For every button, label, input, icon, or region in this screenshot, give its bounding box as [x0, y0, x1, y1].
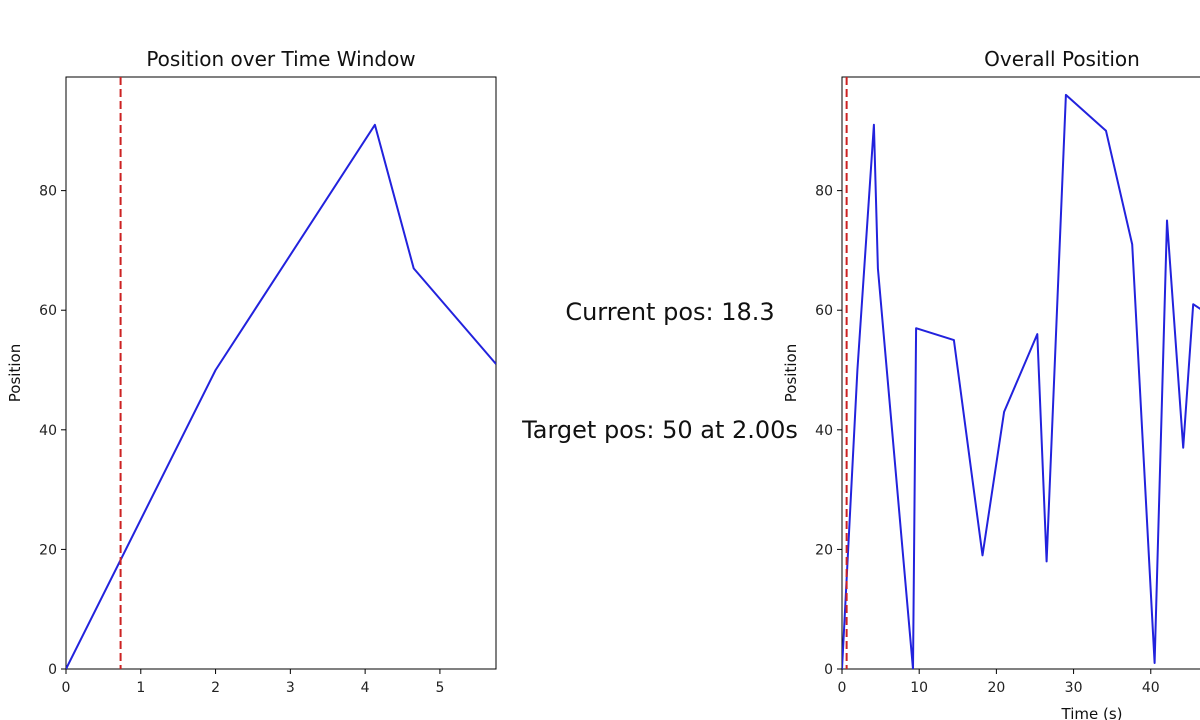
y-tick-label: 20: [39, 542, 57, 558]
x-tick-label: 30: [1065, 680, 1083, 696]
x-tick-label: 2: [211, 680, 220, 696]
axes-frame: [65, 76, 497, 670]
y-tick-label: 0: [48, 662, 57, 678]
y-tick-label: 20: [815, 542, 833, 558]
x-tick-label: 0: [62, 680, 71, 696]
y-axis-label: Position: [782, 344, 800, 402]
x-tick-label: 3: [286, 680, 295, 696]
x-tick-label: 1: [136, 680, 145, 696]
series-line: [842, 93, 1200, 669]
current-position-label: Current pos: 18.3: [565, 298, 774, 326]
chart-overall-position: Overall Position02040608001020304050Posi…: [782, 47, 1200, 720]
y-axis-label: Position: [6, 344, 24, 402]
plot-area: [842, 77, 1200, 669]
chart-title: Position over Time Window: [146, 47, 415, 71]
x-axis-label: Time (s): [1061, 705, 1123, 720]
y-tick-label: 60: [815, 303, 833, 319]
y-tick-label: 80: [815, 184, 833, 200]
y-tick-label: 80: [39, 184, 57, 200]
y-tick-label: 40: [39, 423, 57, 439]
axes-frame: [841, 76, 1200, 670]
chart-title: Overall Position: [984, 47, 1140, 71]
y-tick-label: 0: [824, 662, 833, 678]
plot-area: [66, 77, 496, 669]
series-line: [66, 123, 496, 669]
x-tick-label: 0: [838, 680, 847, 696]
chart-position-window: Position over Time Window 0 20 40 60 80 0 1 2 3 4 5…: [6, 47, 497, 696]
x-tick-label: 10: [910, 680, 928, 696]
y-tick-label: 40: [815, 423, 833, 439]
x-tick-label: 40: [1142, 680, 1160, 696]
x-tick-label: 4: [361, 680, 370, 696]
x-tick-label: 5: [435, 680, 444, 696]
target-position-label: Target pos: 50 at 2.00s: [521, 416, 798, 444]
y-tick-label: 60: [39, 303, 57, 319]
x-tick-label: 20: [987, 680, 1005, 696]
